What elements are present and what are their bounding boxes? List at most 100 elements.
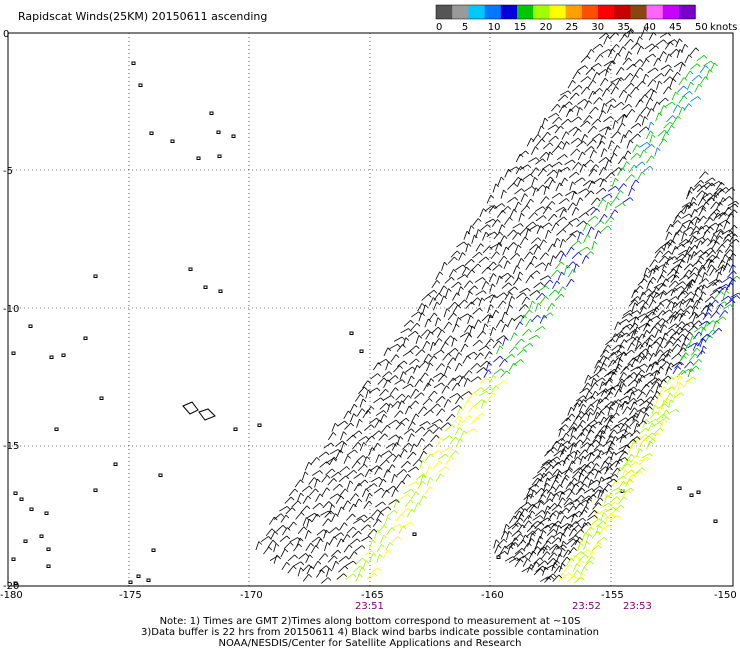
wind-barb: [463, 231, 468, 240]
wind-barb-flag: [652, 311, 656, 316]
wind-barb: [490, 243, 499, 249]
wind-barb-flag: [350, 422, 354, 427]
wind-barb: [565, 413, 573, 422]
wind-barb: [527, 510, 533, 520]
wind-barb-flag: [628, 51, 633, 55]
wind-barb: [568, 126, 577, 133]
wind-barb: [655, 358, 663, 365]
wind-barb: [690, 251, 695, 260]
wind-barb-flag: [401, 379, 406, 383]
wind-barb-flag: [573, 505, 577, 510]
wind-barb: [716, 301, 725, 308]
wind-barb: [694, 273, 699, 283]
wind-barb-flag: [598, 63, 602, 67]
wind-barb: [398, 417, 407, 425]
wind-barb-flag: [584, 464, 589, 468]
wind-barb-flag: [649, 440, 654, 445]
wind-barb: [431, 450, 440, 456]
wind-barb-flag: [573, 575, 578, 579]
wind-barb: [661, 409, 667, 419]
wind-barb: [529, 244, 537, 251]
wind-barb: [567, 575, 575, 583]
wind-barb-flag: [408, 395, 412, 399]
wind-barb: [647, 79, 654, 87]
wind-barb: [604, 216, 612, 224]
wind-barb-flag: [602, 430, 606, 434]
wind-barb: [703, 320, 708, 330]
wind-barb: [656, 274, 662, 283]
island: [151, 548, 156, 552]
wind-barb: [368, 447, 373, 456]
wind-barb: [255, 541, 260, 551]
wind-barb: [621, 444, 628, 453]
wind-barb: [659, 320, 666, 329]
wind-barb-flag: [462, 252, 466, 256]
wind-barb-flag: [497, 219, 501, 223]
wind-barb: [680, 352, 686, 361]
wind-barb-flag: [687, 204, 691, 209]
wind-barb: [294, 479, 301, 488]
wind-barb: [568, 555, 577, 562]
wind-barb-flag: [709, 302, 714, 306]
wind-barb: [699, 338, 704, 348]
wind-barb-flag: [724, 211, 728, 216]
wind-barb-flag: [575, 207, 580, 211]
wind-barb-flag: [547, 461, 552, 466]
wind-barb-flag: [631, 444, 635, 449]
wind-barb: [433, 372, 442, 379]
wind-barb-flag: [715, 222, 719, 227]
wind-barb-flag: [640, 443, 644, 448]
wind-barb-flag: [570, 501, 575, 506]
wind-barb: [297, 526, 305, 535]
wind-barb-flag: [583, 469, 587, 473]
wind-barb-flag: [721, 182, 725, 186]
wind-barb: [624, 416, 633, 423]
wind-barb-flag: [618, 363, 623, 368]
wind-barb: [581, 437, 588, 446]
wind-barb: [282, 527, 288, 536]
wind-barb-flag: [527, 558, 531, 563]
wind-barb: [639, 94, 646, 102]
wind-barb: [353, 473, 362, 479]
wind-barb: [547, 124, 556, 130]
wind-barb-flag: [644, 438, 649, 443]
wind-barb: [709, 267, 715, 276]
wind-barb-flag: [529, 551, 533, 556]
wind-barb-flag: [561, 271, 565, 276]
y-tick: -10: [3, 304, 19, 315]
wind-barb: [566, 246, 572, 256]
wind-barb-flag: [710, 226, 714, 231]
wind-barb-flag: [551, 201, 556, 205]
wind-barb: [546, 151, 551, 161]
wind-barb-flag: [623, 383, 627, 388]
wind-barb-flag: [483, 208, 487, 212]
wind-barb: [619, 395, 628, 402]
wind-barb: [557, 271, 562, 281]
wind-barb: [421, 294, 429, 301]
wind-barb-flag: [386, 459, 390, 464]
wind-barb-flag: [719, 279, 723, 284]
wind-barb-flag: [626, 161, 630, 165]
wind-barb-flag: [344, 488, 349, 493]
wind-barb: [525, 228, 529, 238]
wind-barb: [399, 371, 404, 381]
wind-barb: [659, 419, 665, 428]
wind-barb: [630, 389, 640, 395]
wind-barb: [479, 360, 488, 368]
wind-barb: [336, 573, 344, 580]
wind-barb-flag: [586, 120, 591, 125]
wind-barb: [548, 112, 557, 119]
wind-barb-flag: [494, 231, 498, 236]
wind-barb-flag: [527, 164, 532, 169]
wind-barb: [340, 442, 345, 451]
wind-barb-flag: [692, 235, 696, 239]
wind-barb: [624, 425, 628, 435]
wind-barb-flag: [639, 285, 644, 290]
wind-barb: [685, 376, 694, 383]
wind-barb-flag: [611, 386, 616, 390]
wind-barb: [436, 408, 443, 417]
wind-barb-flag: [487, 369, 492, 374]
wind-barb: [381, 450, 390, 456]
wind-barb: [577, 65, 586, 72]
wind-barb-flag: [499, 231, 504, 236]
